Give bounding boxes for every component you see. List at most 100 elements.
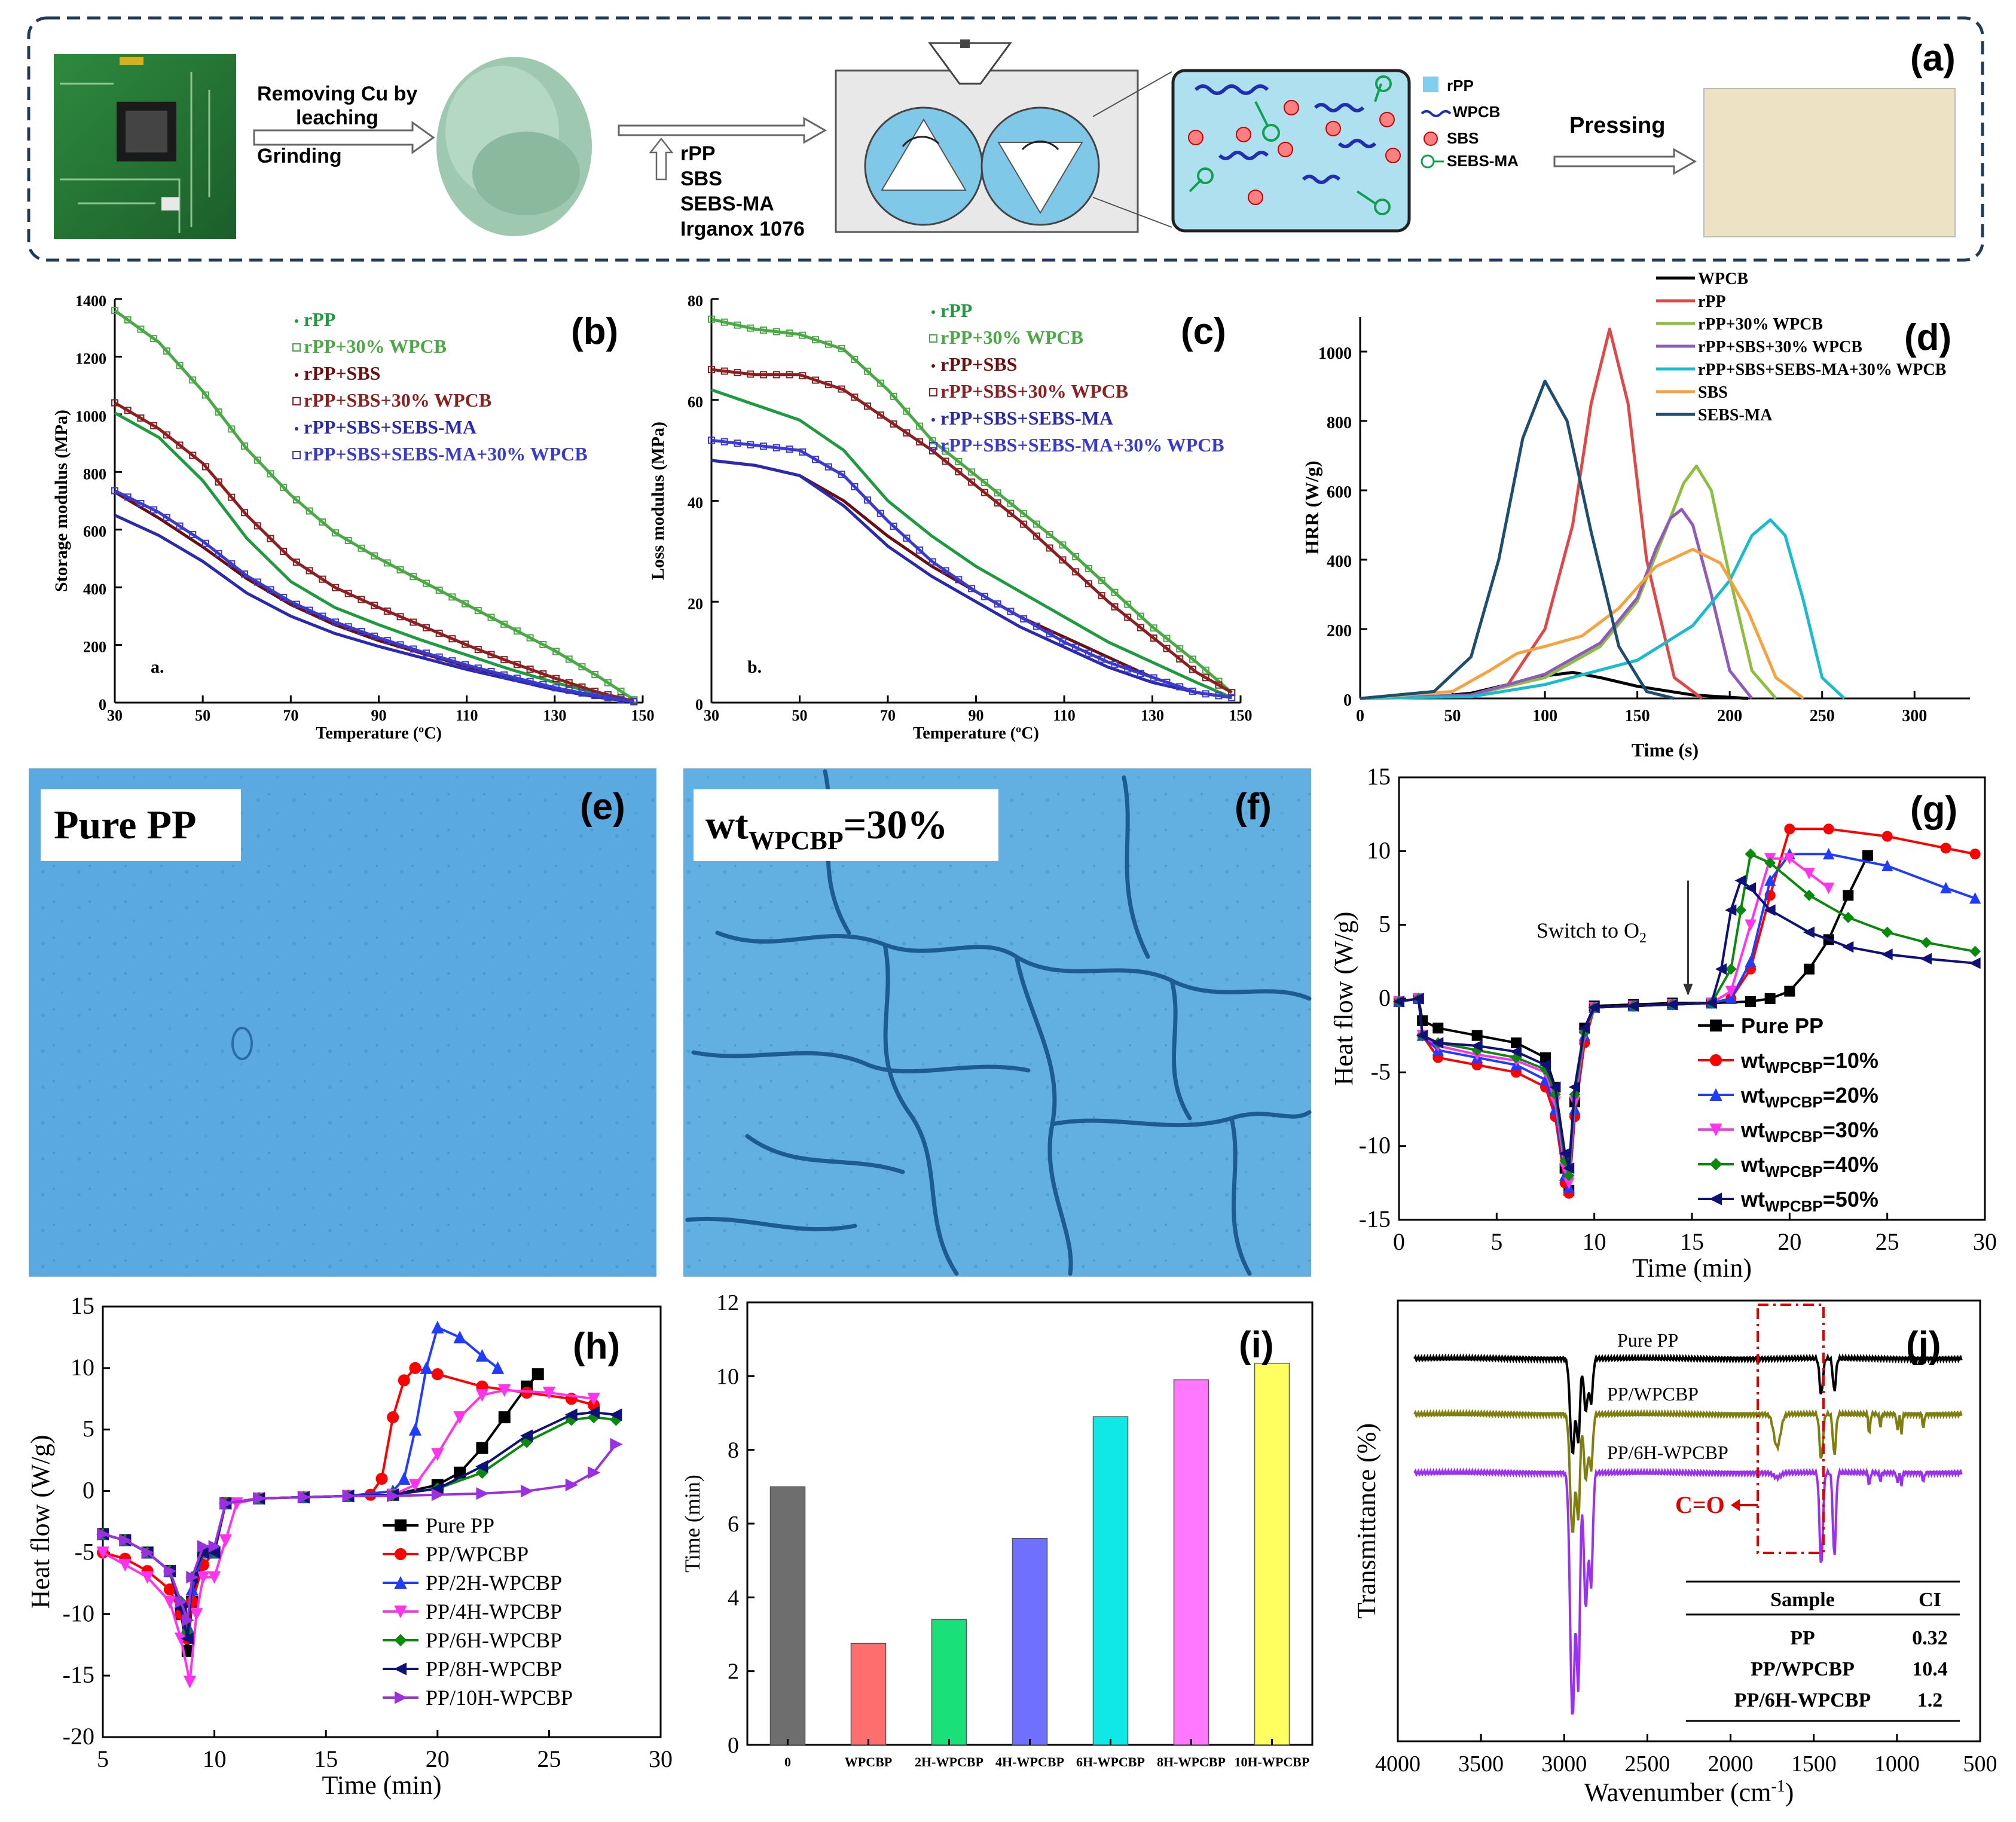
data-point xyxy=(1098,576,1105,584)
series-line xyxy=(102,1443,617,1622)
data-point xyxy=(292,451,301,459)
x-tick-label: 30 xyxy=(704,707,719,724)
data-point xyxy=(1072,553,1080,560)
series-line xyxy=(1360,327,1703,700)
data-point xyxy=(474,607,482,615)
y-tick-label: 80 xyxy=(688,292,703,310)
data-point xyxy=(253,578,261,586)
data-point xyxy=(968,468,976,476)
data-point xyxy=(476,1442,488,1454)
data-point xyxy=(942,447,949,455)
data-point xyxy=(1176,683,1184,691)
data-point xyxy=(1969,892,1981,904)
y-tick-label: 0 xyxy=(1379,984,1391,1011)
y-tick-label: 60 xyxy=(688,393,703,411)
data-point xyxy=(928,447,936,455)
data-point xyxy=(812,336,820,344)
data-point xyxy=(916,546,924,554)
data-point xyxy=(207,1571,221,1584)
series-label-pp: Pure PP xyxy=(1617,1329,1678,1351)
data-point xyxy=(408,1423,422,1436)
legend-label: rPP+SBS+30% WPCB xyxy=(304,389,491,411)
x-tick-label: 8H-WPCBP xyxy=(1157,1754,1226,1769)
data-point xyxy=(462,640,469,648)
y-tick-label: 200 xyxy=(1327,622,1352,640)
y-tick-label: 0 xyxy=(728,1733,739,1758)
data-point xyxy=(1715,963,1727,975)
data-point xyxy=(1823,848,1835,860)
x-axis-label: Wavenumber (cm-1) xyxy=(1584,1777,1794,1807)
y-axis-label: Storage modulus (MPa) xyxy=(51,410,71,592)
plot-frame xyxy=(1398,776,1986,1221)
data-point xyxy=(189,376,197,384)
y-tick-label: 0 xyxy=(695,696,703,713)
x-tick-label: 70 xyxy=(880,707,896,724)
data-point xyxy=(630,698,638,706)
x-tick-label: 20 xyxy=(1777,1228,1801,1255)
legend-label: SEBS-MA xyxy=(1698,406,1773,425)
legend-label: rPP+SBS+SEBS-MA+30% WPCB xyxy=(304,443,588,465)
series-line xyxy=(1360,379,1675,700)
data-point xyxy=(851,393,859,401)
data-point xyxy=(1228,694,1236,701)
data-point xyxy=(420,1361,433,1374)
data-point xyxy=(396,641,404,649)
data-point xyxy=(799,448,807,456)
data-point xyxy=(1725,985,1737,997)
legend-rpp: rPP xyxy=(1447,77,1474,94)
data-point xyxy=(1709,1158,1722,1171)
x-tick-label: 5 xyxy=(97,1745,109,1772)
data-point xyxy=(1471,1030,1483,1041)
series-line xyxy=(711,388,1233,699)
legend-label: rPP+SBS+30% WPCB xyxy=(940,380,1128,402)
data-point xyxy=(1059,637,1067,645)
data-point xyxy=(928,558,936,566)
data-point xyxy=(448,593,456,601)
data-point xyxy=(175,1595,188,1609)
data-point xyxy=(1412,993,1424,1005)
data-point xyxy=(1033,520,1040,528)
x-tick-label: 1500 xyxy=(1791,1751,1837,1777)
data-point xyxy=(398,1472,411,1485)
legend-label: rPP+30% WPCB xyxy=(1698,315,1823,334)
x-axis-label: Time (min) xyxy=(322,1771,441,1800)
data-point xyxy=(1471,1040,1483,1052)
series-line xyxy=(1360,464,1777,700)
data-point xyxy=(1588,1002,1600,1014)
data-point xyxy=(903,429,911,437)
y-tick-label: 6 xyxy=(728,1512,739,1537)
data-point xyxy=(393,1662,407,1675)
chart-h: 5 10 15 20 25 30 -20 -15 -10 -5 0 5 10 15 Pure PP PP/WP… xyxy=(26,1292,673,1800)
data-point xyxy=(513,675,521,682)
data-point xyxy=(267,535,274,542)
panel-note: a. xyxy=(151,657,164,677)
legend-label: rPP+30% WPCB xyxy=(940,326,1083,348)
data-point xyxy=(565,655,573,663)
data-point xyxy=(734,321,741,329)
data-point xyxy=(137,414,145,422)
x-axis-label: Time (min) xyxy=(1632,1253,1752,1283)
series-line xyxy=(1398,853,1976,1189)
data-point xyxy=(1745,956,1757,968)
data-point xyxy=(532,1368,544,1381)
data-point xyxy=(498,1384,511,1397)
x-tick-label: 25 xyxy=(537,1745,561,1772)
data-point xyxy=(394,1606,407,1619)
data-point xyxy=(1085,564,1092,572)
data-point xyxy=(190,1608,203,1621)
legend-label: rPP+SBS+SEBS-MA xyxy=(940,407,1113,429)
additive-sbs: SBS xyxy=(680,167,722,190)
x-tick-label: 70 xyxy=(283,707,298,724)
data-point xyxy=(565,1478,578,1491)
blend-schematic xyxy=(1171,69,1411,233)
data-point xyxy=(422,624,430,631)
bar xyxy=(1254,1363,1290,1745)
data-point xyxy=(1150,674,1157,682)
arrow-up xyxy=(649,137,674,181)
legend-label: PP/10H-WPCBP xyxy=(426,1686,573,1710)
data-point xyxy=(720,318,728,326)
data-point xyxy=(398,1374,410,1387)
data-point xyxy=(431,1488,445,1501)
data-point xyxy=(838,385,845,393)
data-point xyxy=(786,445,793,453)
